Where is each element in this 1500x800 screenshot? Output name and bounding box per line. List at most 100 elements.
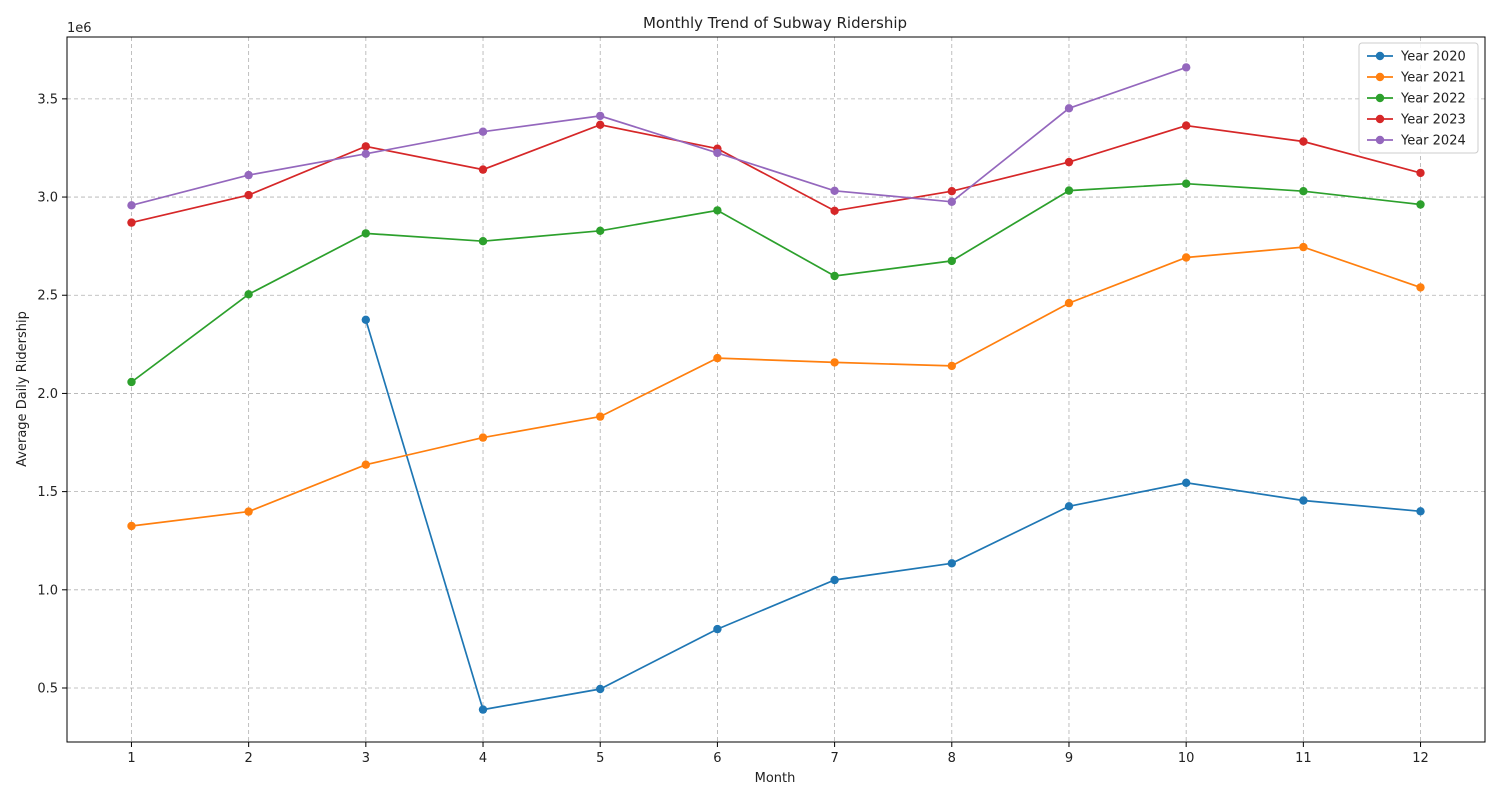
x-tick-label: 12	[1412, 751, 1429, 766]
x-tick-label: 5	[596, 751, 604, 766]
data-point	[596, 684, 605, 694]
x-tick-label: 9	[1065, 751, 1073, 766]
data-point	[244, 290, 253, 299]
data-point	[947, 361, 956, 371]
data-point	[1416, 200, 1425, 209]
data-point	[361, 315, 370, 324]
legend-item: Year 2021	[1367, 71, 1466, 86]
grid	[67, 37, 1485, 742]
x-tick-label: 10	[1178, 751, 1195, 766]
legend-label: Year 2021	[1400, 71, 1466, 86]
data-point	[1416, 168, 1425, 178]
x-tick-label: 8	[948, 751, 956, 766]
x-tick-label: 11	[1295, 751, 1312, 766]
legend-label: Year 2024	[1400, 134, 1466, 149]
legend-label: Year 2023	[1400, 113, 1466, 128]
data-point	[830, 186, 839, 195]
data-point	[1182, 478, 1191, 487]
series-year-2021	[127, 242, 1425, 531]
data-point	[478, 165, 488, 174]
series-year-2020	[361, 315, 1425, 714]
data-point	[478, 237, 488, 246]
data-point	[830, 575, 839, 585]
legend-marker	[1375, 114, 1385, 124]
x-tick-label: 7	[830, 751, 838, 766]
data-point	[1182, 253, 1191, 262]
legend-box	[1358, 42, 1479, 154]
data-point	[596, 120, 605, 129]
legend-item: Year 2020	[1367, 50, 1466, 65]
x-tick-label: 6	[713, 751, 721, 766]
data-point	[1182, 179, 1191, 188]
data-point	[361, 229, 370, 238]
data-point	[1299, 242, 1308, 252]
y-tick-label: 3.0	[37, 191, 58, 206]
y-axis-label: Average Daily Ridership	[15, 311, 30, 467]
data-point	[1064, 104, 1074, 113]
legend-label: Year 2020	[1400, 50, 1466, 65]
series-line	[131, 246, 1421, 527]
y-tick-label: 2.5	[37, 289, 58, 304]
data-point	[1064, 298, 1074, 308]
y-offset-label: 1e6	[67, 21, 92, 36]
data-point	[713, 206, 722, 215]
data-point	[361, 460, 370, 469]
x-tick-label: 3	[362, 751, 370, 766]
data-point	[1299, 496, 1308, 505]
legend-label: Year 2022	[1400, 92, 1466, 107]
data-point	[1416, 507, 1425, 516]
y-tick-label: 2.0	[37, 387, 58, 402]
legend: Year 2020 Year 2021 Year 2022 Year 2023 Year…	[1358, 42, 1479, 154]
legend-marker	[1375, 135, 1385, 145]
series-group	[127, 63, 1425, 714]
data-point	[127, 377, 136, 387]
y-tick-label: 3.5	[37, 92, 58, 107]
data-point	[1416, 283, 1425, 292]
data-point	[713, 353, 722, 363]
data-point	[947, 197, 956, 206]
x-tick-label: 4	[479, 751, 487, 766]
data-point	[1299, 137, 1308, 146]
series-year-2022	[127, 179, 1425, 387]
legend-marker	[1375, 72, 1385, 82]
y-tick-label: 0.5	[37, 681, 58, 696]
data-point	[244, 170, 253, 180]
y-axis: 0.5 1.0 1.5 2.0 2.5 3.0 3.5	[37, 92, 67, 696]
series-line	[364, 319, 1421, 711]
data-point	[1064, 186, 1074, 195]
data-point	[830, 271, 839, 281]
legend-item: Year 2024	[1367, 134, 1466, 149]
y-tick-label: 1.5	[37, 485, 58, 500]
data-point	[127, 218, 136, 227]
data-point	[478, 705, 488, 714]
data-point	[596, 111, 605, 121]
series-year-2023	[127, 120, 1425, 227]
data-point	[830, 206, 839, 215]
data-point	[1182, 121, 1191, 130]
plot-frame	[66, 36, 1486, 743]
data-point	[244, 507, 253, 516]
data-point	[361, 149, 370, 158]
data-point	[1064, 502, 1074, 511]
x-axis-label: Month	[755, 771, 796, 786]
series-line	[131, 66, 1187, 207]
data-point	[1182, 63, 1191, 72]
series-year-2024	[127, 63, 1191, 210]
data-point	[596, 226, 605, 235]
legend-marker	[1375, 51, 1385, 61]
data-point	[361, 142, 370, 151]
data-point	[947, 187, 956, 196]
data-point	[478, 433, 488, 442]
data-point	[478, 127, 488, 136]
x-tick-label: 1	[127, 751, 135, 766]
data-point	[947, 256, 956, 266]
series-line	[130, 182, 1421, 383]
legend-item: Year 2023	[1367, 113, 1466, 128]
data-point	[713, 624, 722, 634]
data-point	[127, 201, 136, 210]
x-axis: 1 2 3 4 5 6 7 8 9 10 11 12	[127, 742, 1429, 766]
data-point	[1064, 157, 1074, 167]
y-tick-label: 1.0	[37, 583, 58, 598]
data-point	[244, 190, 253, 200]
